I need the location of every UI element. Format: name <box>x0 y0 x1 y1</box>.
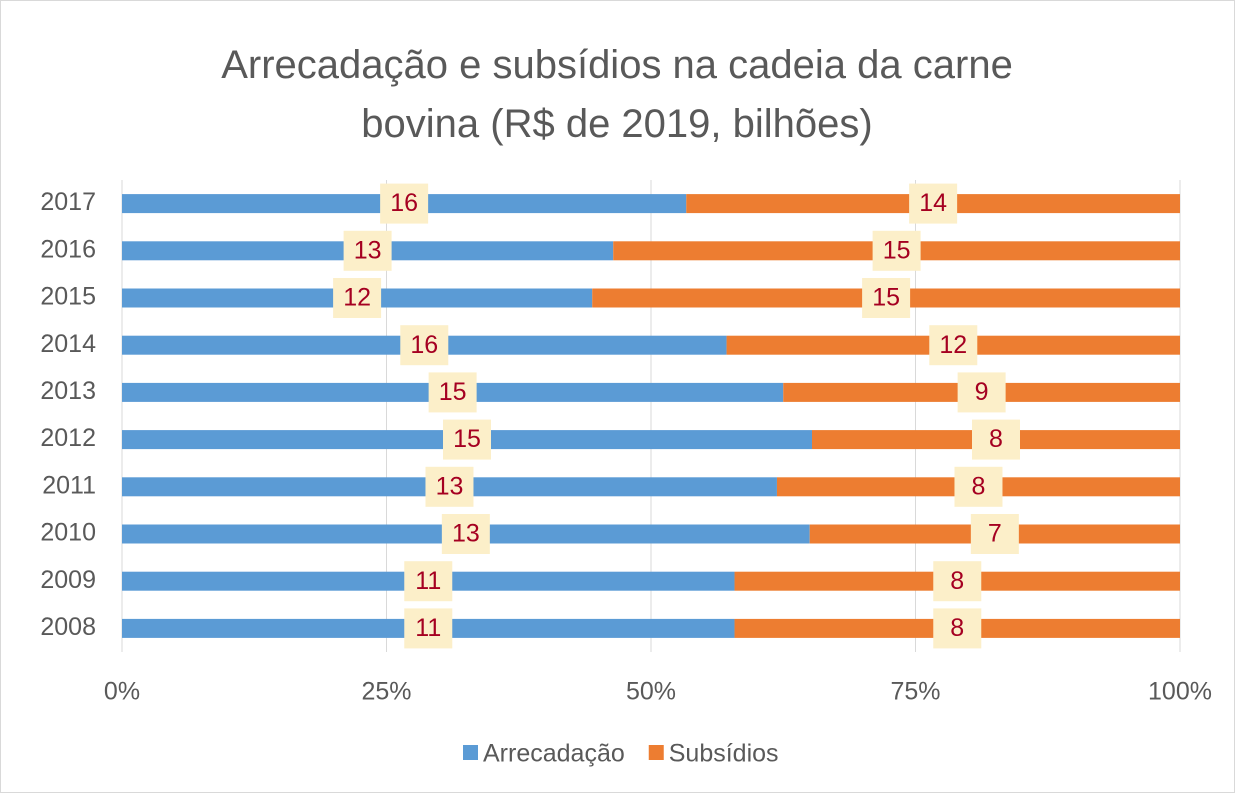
data-label-box <box>443 419 491 460</box>
x-tick-label: 75% <box>890 678 940 706</box>
y-tick-label: 2008 <box>40 613 96 641</box>
legend-swatch <box>648 745 664 760</box>
data-label: 15 <box>883 236 911 264</box>
data-label: 12 <box>939 331 967 359</box>
data-label: 15 <box>453 425 481 453</box>
data-label: 8 <box>989 425 1003 453</box>
data-label-box <box>333 278 382 318</box>
data-label-box <box>425 466 474 507</box>
data-label: 9 <box>975 378 989 406</box>
data-label-box <box>404 561 453 602</box>
data-label: 12 <box>343 284 371 312</box>
data-label: 11 <box>415 567 441 595</box>
data-label-box <box>909 183 958 224</box>
data-label: 11 <box>415 614 441 642</box>
data-label-box <box>872 230 921 271</box>
data-label-box <box>933 608 982 649</box>
y-tick-label: 2014 <box>40 330 96 358</box>
data-label: 15 <box>439 378 467 406</box>
legend-label: Subsídios <box>669 740 779 768</box>
y-tick-label: 2016 <box>40 235 96 263</box>
data-label-box <box>400 325 449 366</box>
data-label-box <box>404 608 453 649</box>
data-label: 8 <box>972 472 986 500</box>
chart-title: Arrecadação e subsídios na cadeia da car… <box>221 43 1013 146</box>
y-tick-label: 2011 <box>42 471 96 499</box>
data-label-box <box>933 561 982 602</box>
data-label: 7 <box>988 520 1002 548</box>
y-tick-label: 2009 <box>40 566 96 594</box>
x-tick-label: 25% <box>361 678 411 706</box>
x-tick-label: 100% <box>1148 678 1212 706</box>
data-label: 15 <box>872 284 900 312</box>
legend-label: Arrecadação <box>483 740 625 768</box>
data-label-box <box>972 419 1020 460</box>
data-label-box <box>970 514 1019 554</box>
data-label: 14 <box>919 189 947 217</box>
data-label: 13 <box>452 520 480 548</box>
data-label-box <box>441 514 490 554</box>
y-tick-label: 2013 <box>40 377 96 405</box>
data-label-box <box>428 372 477 413</box>
data-label-box <box>343 230 392 271</box>
y-tick-label: 2010 <box>40 519 96 547</box>
y-tick-label: 2017 <box>40 188 96 216</box>
data-label-box <box>380 183 429 224</box>
data-label-box <box>929 325 978 366</box>
legend-swatch <box>463 745 478 760</box>
x-tick-label: 50% <box>626 678 676 706</box>
data-label: 8 <box>950 567 964 595</box>
data-label: 16 <box>390 189 418 217</box>
data-label-box <box>957 372 1006 413</box>
data-label: 13 <box>354 236 382 264</box>
data-label: 16 <box>410 331 438 359</box>
data-label: 13 <box>436 472 464 500</box>
y-tick-label: 2012 <box>40 424 96 452</box>
data-label-box <box>954 466 1003 507</box>
data-label-box <box>862 278 911 318</box>
y-tick-label: 2015 <box>40 283 96 311</box>
data-label: 8 <box>950 614 964 642</box>
x-tick-label: 0% <box>104 678 140 706</box>
